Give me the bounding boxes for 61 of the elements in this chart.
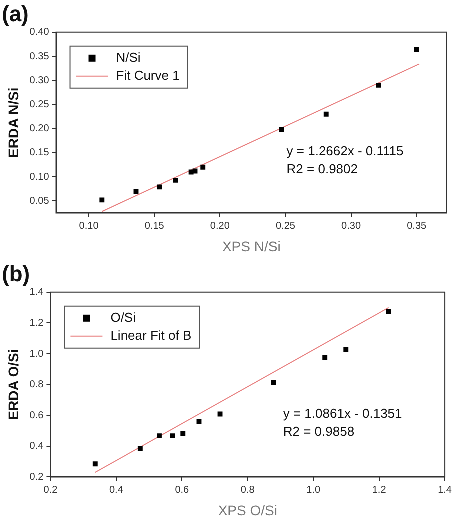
x-tick-label: 0.4 <box>109 484 124 496</box>
y-tick-label: 0.15 <box>30 148 50 159</box>
x-tick-label: 0.20 <box>210 220 230 232</box>
point <box>386 309 392 314</box>
point <box>138 446 143 452</box>
x-tick-label: 0.8 <box>240 484 256 496</box>
x-tick-label: 0.30 <box>342 220 362 232</box>
annotation: R2 = 0.9802 <box>286 161 358 176</box>
point <box>134 189 139 194</box>
x-tick-label: 1.0 <box>306 484 321 496</box>
x-tick-label: 1.4 <box>438 484 452 496</box>
point <box>344 347 349 352</box>
point <box>271 380 276 386</box>
point <box>180 430 186 436</box>
y-tick-label: 1.2 <box>30 318 44 329</box>
legend-label: N/Si <box>116 50 141 65</box>
chart-title: (a) <box>2 1 29 26</box>
y-tick-label: 0.10 <box>30 172 50 183</box>
point <box>157 434 162 439</box>
y-tick-label: 0.4 <box>30 441 44 452</box>
x-tick-label: 0.10 <box>79 220 100 232</box>
y-tick-label: 0.40 <box>30 27 50 38</box>
annotation: R2 = 0.9858 <box>283 424 355 439</box>
x-tick-label: 1.2 <box>372 484 387 496</box>
x-tick-label: 0.35 <box>407 220 428 232</box>
y-tick-label: 0.6 <box>30 410 44 422</box>
y-tick-label: 1.0 <box>30 348 44 360</box>
legend-label: O/Si <box>110 310 136 325</box>
y-tick-label: 1.4 <box>30 287 44 298</box>
point <box>279 127 284 132</box>
x-tick-label: 0.6 <box>175 484 190 496</box>
x-axis-title: XPS O/Si <box>218 502 278 518</box>
y-tick-label: 0.8 <box>30 380 44 391</box>
legend-label: Fit Curve 1 <box>116 68 180 83</box>
y-tick-label: 0.2 <box>30 472 44 483</box>
y-tick-label: 0.20 <box>30 124 50 135</box>
x-tick-label: 0.25 <box>276 220 296 232</box>
point <box>170 434 176 439</box>
chart-title: (b) <box>2 261 30 286</box>
point <box>200 164 206 170</box>
annotation: y = 1.0861x - 0.1351 <box>283 406 402 421</box>
point <box>324 112 329 117</box>
y-axis-title: ERDA O/Si <box>5 349 22 420</box>
y-tick-label: 0.05 <box>30 196 50 207</box>
x-axis-title: XPS N/Si <box>222 238 281 254</box>
point <box>157 184 162 190</box>
y-tick-label: 0.25 <box>30 99 50 110</box>
point <box>92 462 98 467</box>
x-tick-label: 0.2 <box>44 484 58 496</box>
point <box>322 355 328 360</box>
annotation: y = 1.2662x - 0.1115 <box>286 143 404 158</box>
point <box>414 47 420 52</box>
point <box>376 82 382 88</box>
point <box>100 198 105 203</box>
y-axis-title: ERDA N/Si <box>5 88 22 158</box>
point <box>218 412 223 417</box>
legend-label: Linear Fit of B <box>110 328 192 343</box>
y-tick-label: 0.35 <box>30 51 50 62</box>
y-tick-label: 0.30 <box>30 75 50 86</box>
point <box>173 178 178 183</box>
x-tick-label: 0.15 <box>144 220 165 232</box>
